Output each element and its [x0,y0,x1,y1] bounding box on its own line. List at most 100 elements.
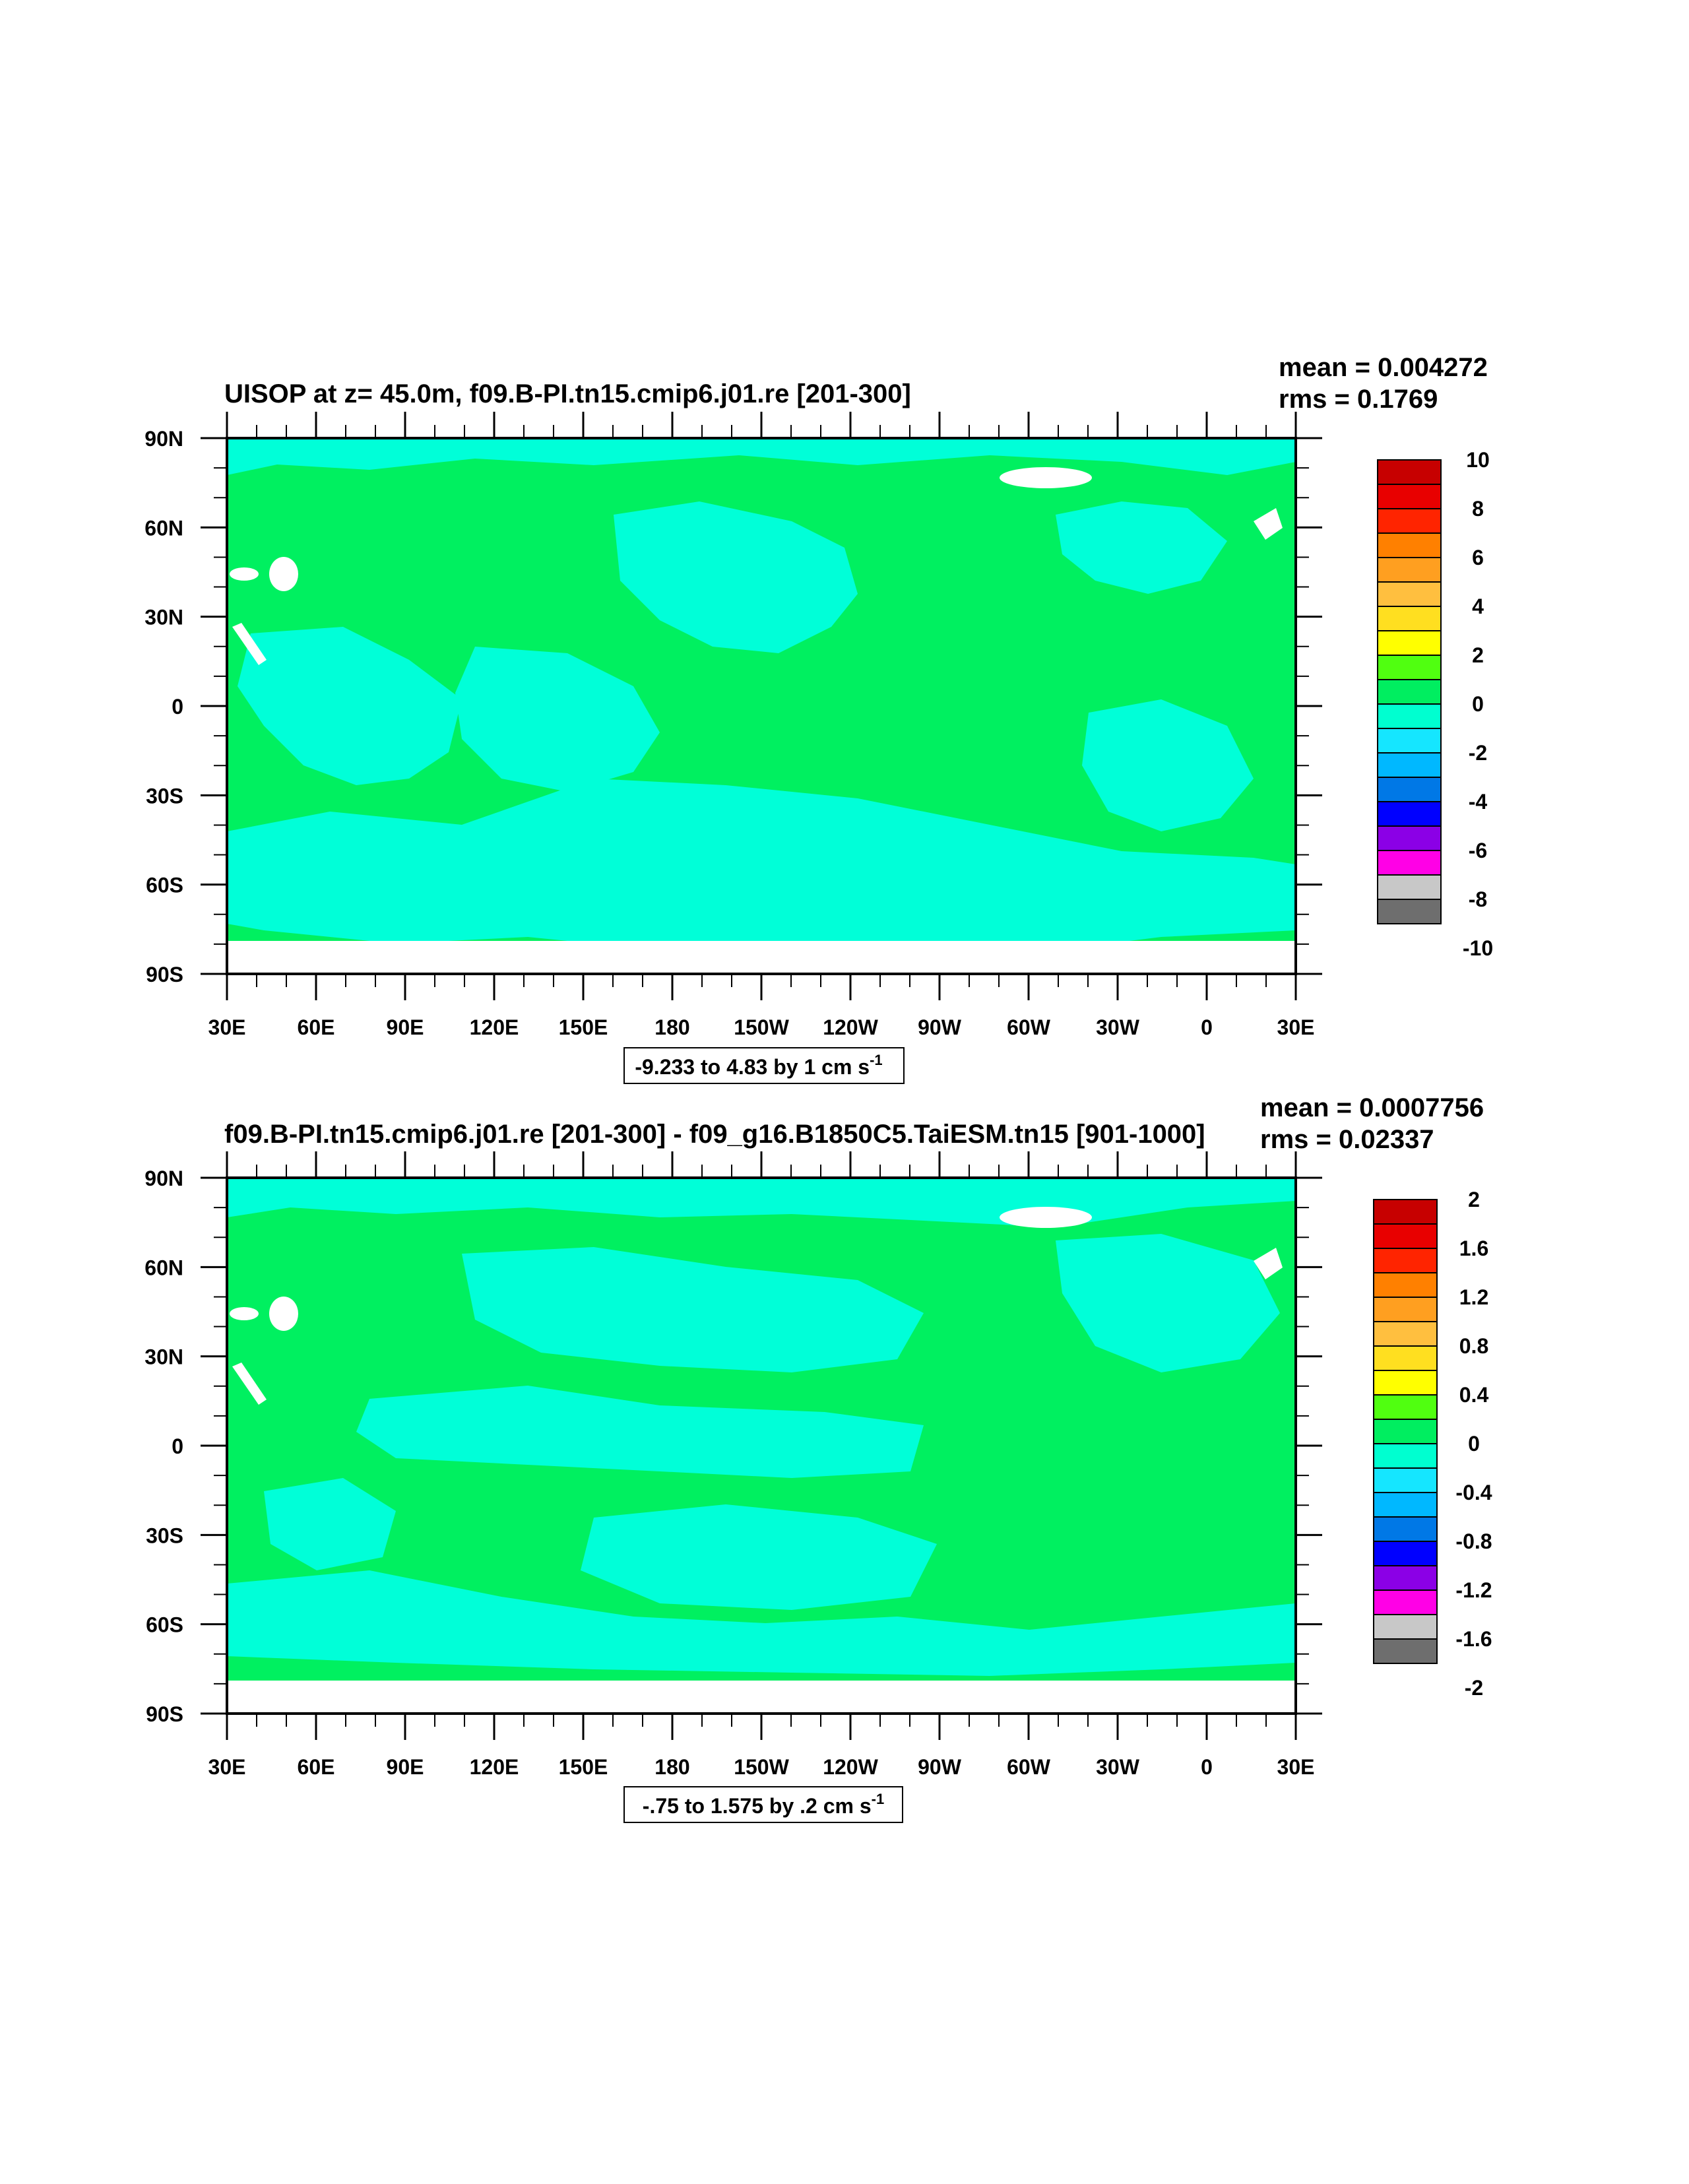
colorbar-swatch [1377,557,1442,583]
panel-2-map-field [227,1178,1296,1714]
colorbar-label: -0.8 [1455,1529,1492,1553]
colorbar-swatch [1373,1297,1438,1322]
lon-tick-label: 150E [559,1015,608,1039]
map-panel-1: UISOP at z= 45.0m, f09.B-PI.tn15.cmip6.j… [144,353,1493,1084]
panel-1-negative-region-south-atlantic [1082,699,1254,831]
colorbar-swatch [1377,825,1442,851]
panel-2-negative-region-north-pacific [462,1247,924,1372]
panel-2-range-label: -.75 to 1.575 by .2 cm s-1 [643,1791,884,1818]
colorbar-swatch [1373,1492,1438,1518]
lon-tick-label: 0 [1201,1015,1213,1039]
panel-1-map-field [227,438,1296,974]
colorbar-swatch [1373,1614,1438,1640]
colorbar-swatch [1373,1541,1438,1566]
panel-2-negative-region-atlantic [1056,1234,1280,1372]
panel-1-range-text: -9.233 to 4.83 by 1 cm s [635,1055,870,1079]
panel-1-axis-ticks [201,412,1322,1000]
colorbar-swatch [1377,484,1442,509]
colorbar-label: 8 [1472,497,1484,521]
panel-1-hudson-mask [1254,508,1283,540]
panel-1-antarctic-mask [227,941,1296,974]
colorbar-swatch [1377,850,1442,876]
lat-tick-label: 60N [144,1256,183,1279]
panel-1-negative-region-southern-ocean [227,779,1296,957]
colorbar-swatch [1373,1419,1438,1444]
colorbar-swatch [1373,1223,1438,1249]
panel-1-negative-region-indian-ocean [238,627,462,785]
colorbar-swatch [1377,728,1442,754]
lat-tick-label: 30N [144,606,183,629]
panel-2-antarctic-mask [227,1681,1296,1714]
colorbar-label: -10 [1463,936,1493,960]
lon-tick-label: 180 [654,1755,689,1779]
panel-2-negative-region-tropical-band [356,1386,924,1478]
lat-tick-label: 0 [172,1434,183,1458]
map-panel-2: f09.B-PI.tn15.cmip6.j01.re [201-300] - f… [144,1093,1492,1823]
panel-2-axis-ticks [201,1151,1322,1740]
panel-1-range-label: -9.233 to 4.83 by 1 cm s-1 [635,1052,882,1079]
colorbar-swatch [1377,777,1442,802]
colorbar-swatch [1373,1370,1438,1396]
colorbar-label: 1.6 [1459,1237,1488,1260]
colorbar-label: 0 [1472,692,1484,716]
colorbar-swatch [1377,752,1442,778]
lat-tick-label: 30N [144,1345,183,1369]
panel-2-caspian-mask [269,1297,298,1331]
colorbar-swatch [1373,1199,1438,1225]
lon-tick-label: 30E [208,1015,246,1039]
lon-tick-label: 30W [1096,1755,1140,1779]
panel-2-lon-labels: 30E 60E 90E 120E 150E 180 150W 120W 90W 60W 30W 0 30… [208,1755,1315,1779]
panel-1-range-sup: -1 [870,1052,883,1068]
lat-tick-label: 90S [146,963,183,986]
panel-2-greenland-mask [1000,1207,1092,1228]
lon-tick-label: 120W [823,1755,878,1779]
lon-tick-label: 30W [1096,1015,1140,1039]
colorbar-label: 4 [1472,594,1484,618]
colorbar-swatch [1373,1565,1438,1591]
panel-2-lat-labels: 90N 60N 30N 0 30S 60S 90S [144,1167,183,1726]
colorbar-swatch [1373,1443,1438,1469]
colorbar-label: -1.2 [1455,1578,1492,1602]
colorbar-swatch [1373,1272,1438,1298]
lon-tick-label: 150E [559,1755,608,1779]
panel-2-red-sea-mask [232,1363,267,1405]
lat-tick-label: 60S [146,1613,183,1637]
colorbar-swatch [1373,1590,1438,1615]
lon-tick-label: 90E [387,1755,424,1779]
colorbar-swatch [1373,1638,1438,1664]
panel-2-negative-region-indian-ocean [264,1478,396,1570]
lon-tick-label: 120E [470,1015,519,1039]
lon-tick-label: 90E [387,1015,424,1039]
colorbar-label: -4 [1469,790,1488,814]
lon-tick-label: 180 [654,1015,689,1039]
lon-tick-label: 30E [1277,1755,1315,1779]
lon-tick-label: 60E [298,1015,335,1039]
colorbar-swatch [1377,655,1442,680]
panel-1-negative-region-arctic [227,438,1296,475]
panel-2-black-sea-mask [230,1307,259,1320]
colorbar-label: 0.4 [1459,1383,1489,1407]
colorbar-label: 10 [1466,448,1490,472]
colorbar-swatch [1377,703,1442,729]
colorbar-swatch [1377,874,1442,900]
colorbar-swatch [1373,1467,1438,1493]
colorbar-swatch [1373,1345,1438,1371]
panel-1-negative-region-north-pacific [614,501,858,653]
colorbar-swatch [1377,606,1442,631]
colorbar-swatch [1377,532,1442,558]
panel-1-rms: rms = 0.1769 [1279,385,1438,414]
lon-tick-label: 120W [823,1015,878,1039]
lon-tick-label: 30E [208,1755,246,1779]
panel-2-hudson-mask [1254,1248,1283,1279]
lon-tick-label: 60W [1007,1755,1051,1779]
colorbar-swatch [1377,899,1442,924]
colorbar-swatch [1373,1321,1438,1347]
colorbar-label: 0.8 [1459,1334,1488,1358]
panel-1-caspian-mask [269,557,298,591]
lon-tick-label: 60W [1007,1015,1051,1039]
lat-tick-label: 0 [172,695,183,719]
colorbar-label: 1.2 [1459,1285,1488,1309]
panel-2-negative-region-south-pacific [581,1504,937,1610]
colorbar-swatch [1373,1516,1438,1542]
